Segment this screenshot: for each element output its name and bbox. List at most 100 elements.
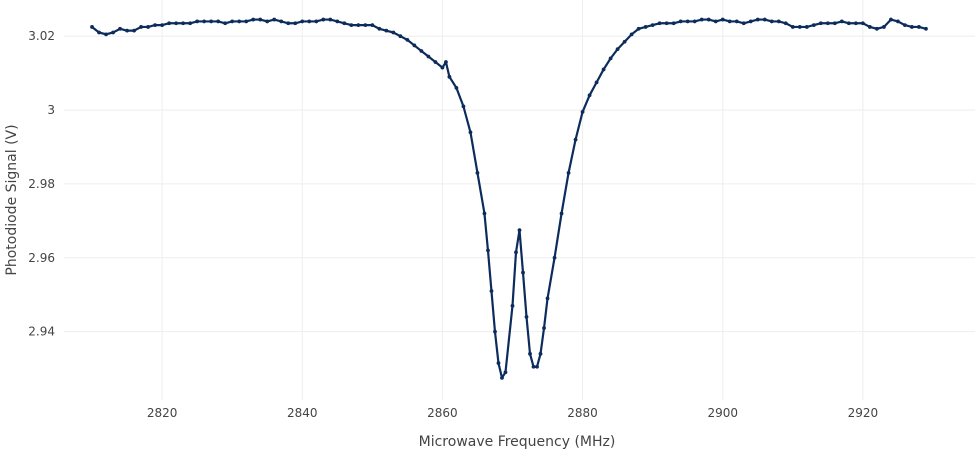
data-point	[216, 19, 221, 24]
data-point	[818, 21, 823, 26]
data-point	[867, 25, 872, 29]
data-point	[349, 23, 354, 28]
data-point	[573, 137, 578, 142]
y-gridlines	[64, 35, 975, 333]
data-point	[685, 19, 690, 24]
data-point	[482, 211, 487, 216]
data-point	[503, 370, 508, 375]
data-point	[454, 86, 459, 90]
data-point	[860, 21, 865, 26]
data-point	[720, 17, 725, 22]
data-point	[790, 25, 795, 29]
data-point	[832, 21, 837, 26]
data-point	[118, 26, 122, 31]
data-point	[846, 21, 851, 26]
data-point	[209, 19, 214, 24]
data-point	[594, 80, 599, 85]
data-point	[279, 19, 284, 24]
data-point	[535, 364, 539, 369]
data-point	[461, 104, 466, 109]
data-point	[90, 25, 94, 29]
data-point	[188, 21, 193, 26]
x-tick-label: 2860	[427, 406, 458, 420]
data-point	[496, 361, 501, 365]
data-point	[797, 25, 802, 29]
data-point	[755, 17, 760, 22]
data-point	[377, 26, 382, 31]
data-point	[286, 21, 291, 26]
data-point	[314, 19, 319, 24]
data-point	[111, 30, 115, 35]
data-point	[741, 21, 746, 26]
x-gridlines	[161, 0, 864, 400]
data-point	[440, 65, 445, 70]
data-point	[762, 17, 767, 22]
data-point	[514, 250, 518, 255]
data-point	[542, 326, 546, 330]
x-axis-title: Microwave Frequency (MHz)	[419, 434, 616, 450]
data-point	[363, 23, 368, 28]
data-point	[342, 21, 347, 26]
data-point	[903, 23, 907, 28]
data-point	[552, 255, 557, 260]
y-tick-labels: 2.94 2.96 2.98 3 3.02	[28, 29, 55, 338]
data-point	[692, 19, 697, 24]
data-point	[265, 19, 270, 24]
data-point	[748, 19, 753, 24]
data-point	[882, 25, 886, 29]
data-point	[493, 329, 497, 334]
data-point	[405, 37, 410, 42]
data-point	[398, 34, 403, 39]
data-point	[356, 23, 361, 28]
data-point	[251, 17, 256, 22]
data-point	[528, 351, 532, 356]
data-point	[167, 21, 172, 26]
data-point	[783, 21, 788, 26]
data-point	[699, 17, 704, 22]
data-point	[328, 17, 333, 22]
data-point	[636, 26, 641, 31]
data-point	[524, 315, 529, 319]
data-point	[615, 47, 620, 52]
data-point	[300, 19, 305, 24]
data-point	[587, 93, 592, 98]
data-point	[853, 21, 858, 26]
data-point	[804, 25, 809, 29]
data-point	[917, 25, 921, 29]
data-point	[475, 170, 480, 175]
data-point	[139, 25, 143, 29]
data-point	[839, 19, 844, 24]
data-point	[664, 21, 669, 26]
data-point	[734, 19, 739, 24]
data-point	[580, 110, 585, 114]
data-point	[426, 54, 431, 59]
data-point	[258, 17, 263, 22]
x-tick-labels: 2820 2840 2860 2880 2900 2920	[147, 406, 878, 420]
data-point	[896, 19, 900, 24]
data-point	[608, 56, 613, 61]
data-point	[531, 364, 536, 369]
data-point	[146, 25, 150, 29]
data-point	[538, 351, 543, 356]
data-point	[486, 248, 490, 253]
data-point	[874, 26, 879, 31]
data-point	[678, 19, 683, 24]
data-point	[223, 21, 228, 26]
data-point	[433, 60, 438, 64]
data-point	[910, 25, 914, 29]
data-point	[174, 21, 179, 26]
series-line	[91, 18, 927, 379]
y-tick-label: 3	[47, 103, 55, 117]
data-point	[244, 19, 249, 24]
data-point	[237, 19, 242, 24]
data-point	[825, 21, 830, 26]
data-point	[153, 23, 158, 28]
series-layer	[90, 17, 928, 380]
data-point	[776, 19, 781, 24]
data-point	[202, 19, 207, 24]
data-point	[412, 43, 417, 48]
data-point	[419, 49, 424, 53]
data-point	[650, 23, 655, 28]
data-point	[566, 170, 571, 175]
